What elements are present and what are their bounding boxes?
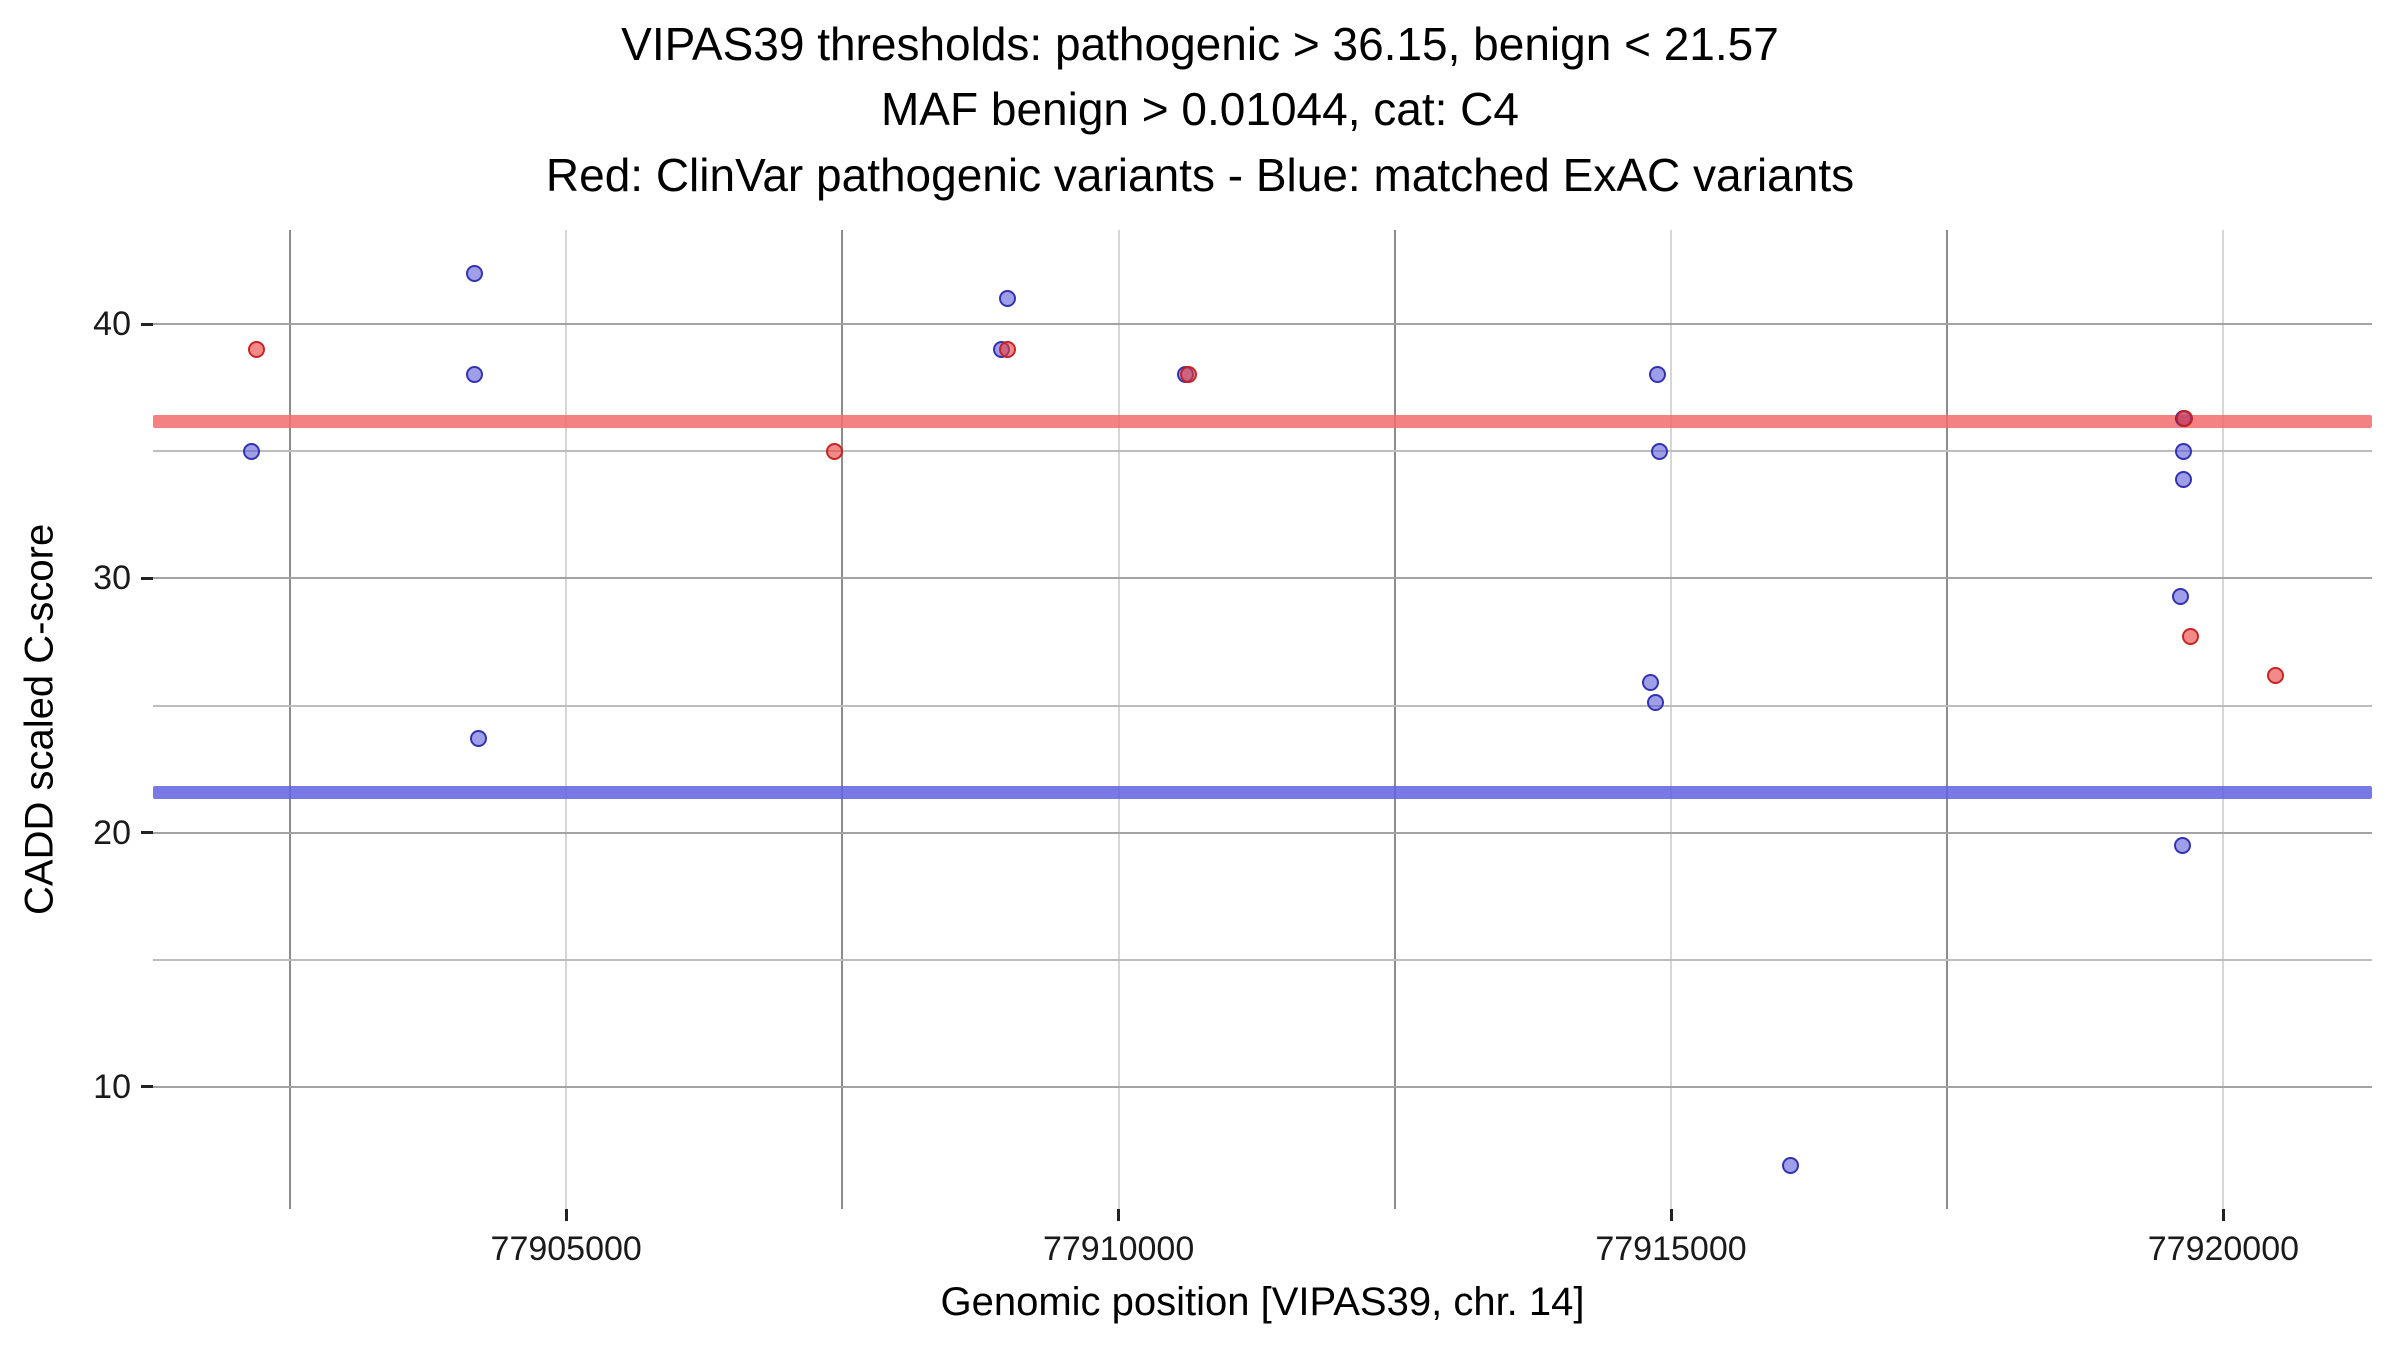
data-point-exac bbox=[1647, 694, 1665, 712]
data-point-exac bbox=[998, 290, 1016, 308]
data-point-exac bbox=[2175, 442, 2193, 460]
x-tick-label: 77915000 bbox=[1595, 1230, 1747, 1268]
threshold-line-pathogenic bbox=[153, 415, 2372, 429]
gridline-vertical-major bbox=[1117, 230, 1120, 1209]
y-tick-label: 20 bbox=[93, 813, 131, 852]
data-point-clinvar bbox=[248, 341, 266, 358]
data-point-exac bbox=[2174, 836, 2192, 854]
data-point-clinvar bbox=[2181, 628, 2199, 646]
gridline-vertical-minor bbox=[1393, 230, 1396, 1209]
x-tick-mark bbox=[564, 1209, 568, 1221]
y-tick-mark bbox=[141, 576, 153, 580]
x-tick-label: 77905000 bbox=[490, 1230, 642, 1268]
threshold-line-benign bbox=[153, 786, 2372, 800]
data-point-exac bbox=[465, 366, 483, 384]
data-point-clinvar bbox=[998, 341, 1016, 358]
y-tick-label: 40 bbox=[93, 305, 131, 344]
chart-title-line-3: Red: ClinVar pathogenic variants - Blue:… bbox=[545, 148, 1855, 201]
data-point-clinvar bbox=[826, 442, 844, 460]
x-tick-mark bbox=[2221, 1209, 2225, 1221]
y-tick-mark bbox=[141, 1085, 153, 1089]
gridline-horizontal-minor bbox=[153, 958, 2372, 961]
gridline-vertical-major bbox=[2222, 230, 2225, 1209]
gridline-vertical-minor bbox=[288, 230, 291, 1209]
y-tick-label: 10 bbox=[93, 1067, 131, 1106]
y-tick-label: 30 bbox=[93, 559, 131, 598]
gridline-vertical-minor bbox=[1946, 230, 1949, 1209]
y-axis-title: CADD scaled C-score bbox=[17, 523, 62, 916]
gridline-vertical-minor bbox=[841, 230, 844, 1209]
data-point-exac bbox=[1641, 674, 1659, 692]
gridline-horizontal-major bbox=[153, 1085, 2372, 1088]
gridline-horizontal-major bbox=[153, 577, 2372, 580]
x-tick-label: 77910000 bbox=[1042, 1230, 1195, 1268]
x-tick-mark bbox=[1117, 1209, 1121, 1221]
y-tick-mark bbox=[141, 322, 153, 326]
x-tick-mark bbox=[1669, 1209, 1673, 1221]
data-point-exac bbox=[470, 730, 488, 748]
x-axis-title: Genomic position [VIPAS39, chr. 14] bbox=[940, 1280, 1585, 1324]
data-point-clinvar bbox=[2176, 409, 2194, 427]
y-tick-mark bbox=[141, 831, 153, 835]
gridline-vertical-major bbox=[1670, 230, 1672, 1209]
gridline-horizontal-major bbox=[153, 831, 2372, 834]
data-point-exac bbox=[1781, 1157, 1799, 1175]
data-point-exac bbox=[1649, 366, 1667, 384]
data-point-clinvar bbox=[1179, 366, 1197, 384]
data-point-exac bbox=[2171, 587, 2189, 605]
chart-title-line-1: VIPAS39 thresholds: pathogenic > 36.15, … bbox=[621, 18, 1779, 70]
plot-panel bbox=[153, 230, 2372, 1209]
data-point-exac bbox=[1651, 442, 1669, 460]
chart-title: VIPAS39 thresholds: pathogenic > 36.15, … bbox=[0, 12, 2400, 208]
gridline-horizontal-minor bbox=[153, 450, 2372, 453]
data-point-exac bbox=[242, 442, 260, 460]
gridline-horizontal-major bbox=[153, 323, 2372, 326]
gridline-horizontal-minor bbox=[153, 704, 2372, 707]
data-point-exac bbox=[2175, 470, 2193, 488]
x-tick-label: 77920000 bbox=[2147, 1230, 2300, 1268]
data-point-exac bbox=[465, 264, 483, 282]
data-point-clinvar bbox=[2266, 666, 2284, 684]
chart-title-line-2: MAF benign > 0.01044, cat: C4 bbox=[880, 83, 1519, 136]
gridline-vertical-major bbox=[565, 230, 568, 1209]
